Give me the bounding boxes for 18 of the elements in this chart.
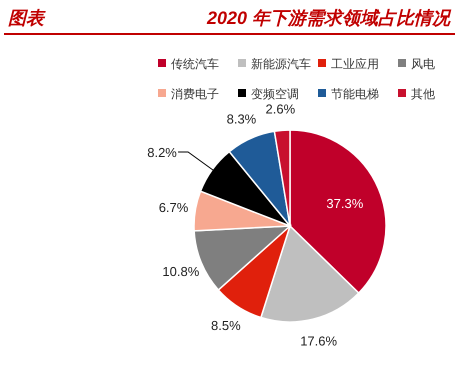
data-label: 37.3% [326, 196, 364, 211]
legend-label: 消费电子 [171, 87, 219, 101]
legend-label: 其他 [411, 87, 435, 101]
data-label: 6.7% [158, 200, 189, 216]
data-label: 8.2% [147, 144, 178, 160]
legend-label: 节能电梯 [331, 87, 379, 101]
legend-label: 风电 [411, 57, 435, 71]
data-label: 8.3% [226, 111, 257, 126]
legend-label: 工业应用 [331, 57, 379, 71]
chart-title: 2020 年下游需求领域占比情况 [206, 8, 452, 28]
legend-label: 传统汽车 [171, 57, 219, 71]
data-label: 10.8% [162, 264, 200, 279]
legend-label: 新能源汽车 [251, 57, 311, 71]
data-label: 17.6% [300, 333, 338, 348]
text: 图表 [8, 8, 46, 28]
legend-label: 变频空调 [251, 87, 299, 101]
data-label: 8.5% [211, 318, 242, 334]
data-label: 2.6% [266, 101, 296, 116]
